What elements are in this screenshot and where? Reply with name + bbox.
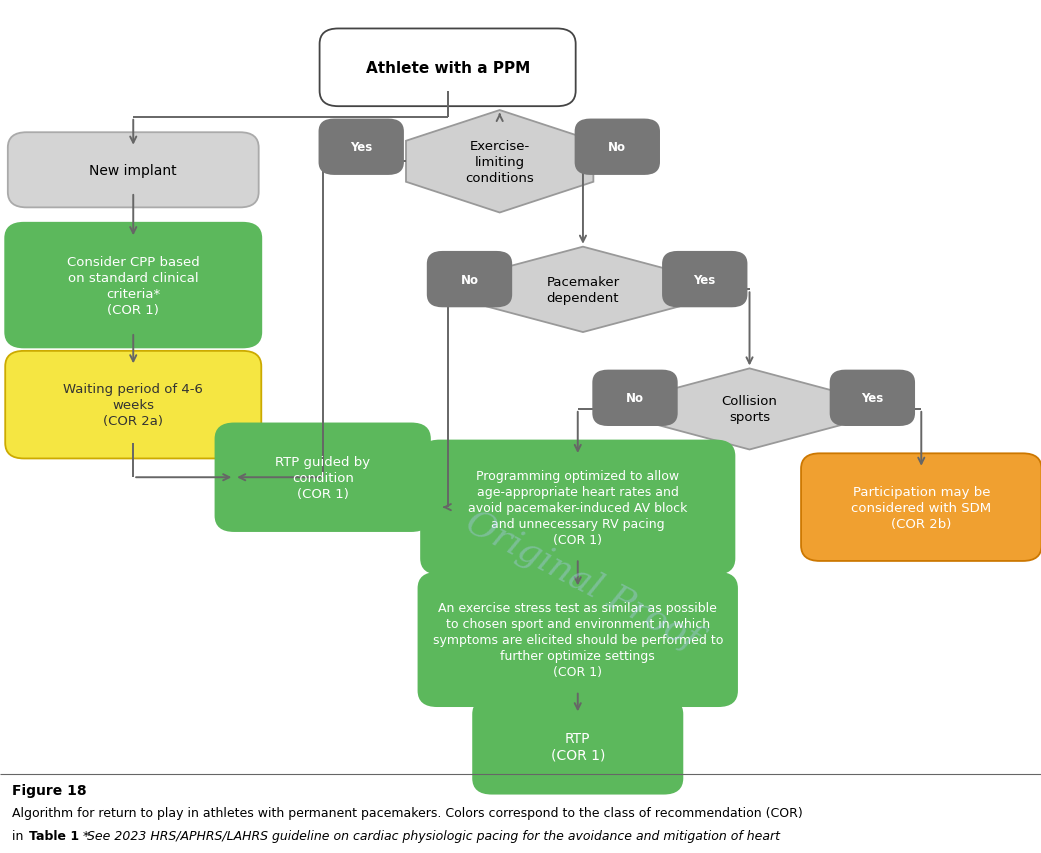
FancyBboxPatch shape bbox=[5, 351, 261, 459]
FancyBboxPatch shape bbox=[427, 252, 512, 308]
Text: in: in bbox=[12, 829, 28, 842]
Text: failure.: failure. bbox=[12, 852, 56, 853]
Text: New implant: New implant bbox=[90, 164, 177, 177]
Text: . *: . * bbox=[75, 829, 90, 842]
FancyBboxPatch shape bbox=[418, 573, 737, 706]
Text: No: No bbox=[460, 273, 479, 287]
Text: See 2023 HRS/APHRS/LAHRS guideline on cardiac physiologic pacing for the avoidan: See 2023 HRS/APHRS/LAHRS guideline on ca… bbox=[87, 829, 781, 842]
Text: Yes: Yes bbox=[861, 392, 884, 405]
Text: Exercise-
limiting
conditions: Exercise- limiting conditions bbox=[465, 140, 534, 184]
Text: Original Proof: Original Proof bbox=[460, 504, 706, 656]
FancyBboxPatch shape bbox=[8, 133, 258, 208]
Polygon shape bbox=[658, 368, 840, 450]
FancyBboxPatch shape bbox=[575, 119, 660, 176]
FancyBboxPatch shape bbox=[319, 119, 404, 176]
FancyBboxPatch shape bbox=[830, 370, 915, 426]
Text: Pacemaker
dependent: Pacemaker dependent bbox=[547, 276, 619, 305]
FancyBboxPatch shape bbox=[802, 454, 1041, 561]
Text: Consider CPP based
on standard clinical
criteria*
(COR 1): Consider CPP based on standard clinical … bbox=[67, 255, 200, 316]
Text: Athlete with a PPM: Athlete with a PPM bbox=[365, 61, 530, 76]
Text: Collision
sports: Collision sports bbox=[721, 395, 778, 424]
Text: Yes: Yes bbox=[350, 141, 373, 154]
FancyBboxPatch shape bbox=[320, 29, 576, 107]
Text: Algorithm for return to play in athletes with permanent pacemakers. Colors corre: Algorithm for return to play in athletes… bbox=[12, 806, 804, 819]
Text: Table 1: Table 1 bbox=[29, 829, 79, 842]
Text: No: No bbox=[608, 141, 627, 154]
Text: RTP
(COR 1): RTP (COR 1) bbox=[551, 731, 605, 762]
Text: No: No bbox=[626, 392, 644, 405]
Text: Programming optimized to allow
age-appropriate heart rates and
avoid pacemaker-i: Programming optimized to allow age-appro… bbox=[468, 469, 687, 546]
FancyBboxPatch shape bbox=[421, 441, 735, 574]
Polygon shape bbox=[487, 247, 680, 333]
Text: Waiting period of 4-6
weeks
(COR 2a): Waiting period of 4-6 weeks (COR 2a) bbox=[64, 383, 203, 427]
Text: AV = atrioventricular; CPP = cardiac physiological pacing; PPM = permanent pacem: AV = atrioventricular; CPP = cardiac phy… bbox=[67, 852, 796, 853]
FancyBboxPatch shape bbox=[473, 699, 683, 793]
FancyBboxPatch shape bbox=[592, 370, 678, 426]
FancyBboxPatch shape bbox=[215, 424, 430, 531]
Text: RTP guided by
condition
(COR 1): RTP guided by condition (COR 1) bbox=[275, 456, 371, 500]
Polygon shape bbox=[406, 111, 593, 213]
Text: Yes: Yes bbox=[693, 273, 716, 287]
Text: Figure 18: Figure 18 bbox=[12, 783, 87, 797]
Text: Participation may be
considered with SDM
(COR 2b): Participation may be considered with SDM… bbox=[852, 485, 991, 530]
FancyBboxPatch shape bbox=[662, 252, 747, 308]
FancyBboxPatch shape bbox=[5, 223, 261, 348]
Text: An exercise stress test as similar as possible
to chosen sport and environment i: An exercise stress test as similar as po… bbox=[433, 601, 722, 678]
